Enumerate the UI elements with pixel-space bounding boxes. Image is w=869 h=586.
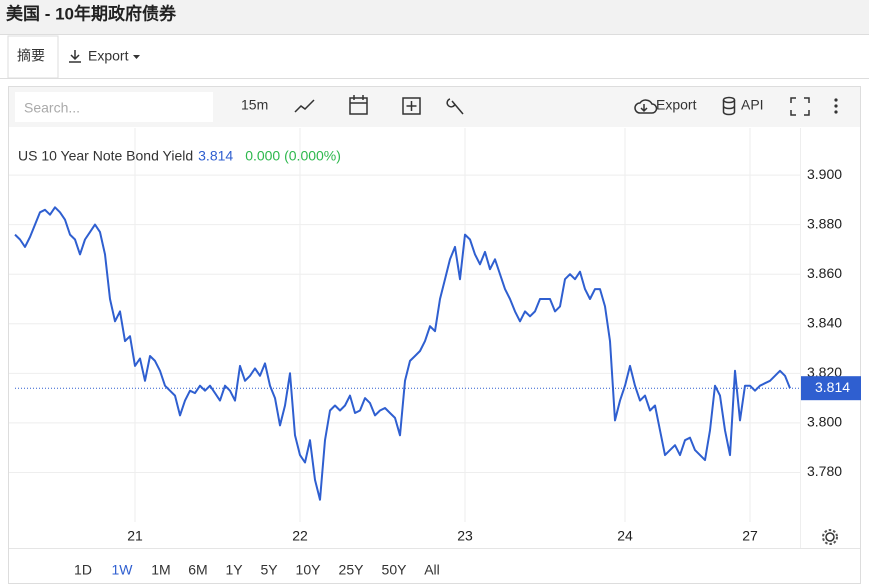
- x-tick-label: 21: [127, 528, 143, 544]
- calendar-icon[interactable]: [349, 97, 368, 115]
- interval[interactable]: 15m: [241, 97, 268, 113]
- line-icon[interactable]: [294, 99, 315, 113]
- search-placeholder[interactable]: Search...: [24, 100, 80, 116]
- legend-change: 0.000 (0.000%): [245, 148, 341, 164]
- api-icon-detail: [722, 100, 736, 116]
- search-box[interactable]: [15, 92, 213, 122]
- export-icon: [634, 99, 658, 114]
- add-icon[interactable]: [402, 97, 421, 115]
- range-button[interactable]: All: [424, 562, 440, 578]
- range-button[interactable]: 50Y: [382, 562, 408, 578]
- download-icon: [69, 50, 81, 63]
- page-title: 美国 - 10年期政府债券: [6, 3, 177, 23]
- tab-label[interactable]: 摘要: [17, 48, 45, 64]
- wrench-icon[interactable]: [446, 98, 464, 115]
- menu-dot[interactable]: [834, 104, 838, 108]
- caret: [133, 55, 140, 59]
- range-button[interactable]: 1D: [74, 562, 92, 578]
- x-tick-label: 24: [617, 528, 633, 544]
- y-tick-label: 3.860: [807, 265, 842, 281]
- legend-title: US 10 Year Note Bond Yield: [18, 148, 193, 164]
- tab-summary[interactable]: [7, 35, 59, 79]
- range-button[interactable]: 5Y: [260, 562, 278, 578]
- title-bar: [0, 0, 869, 34]
- x-tick-label: 27: [742, 528, 758, 544]
- chart-frame: [8, 86, 861, 584]
- add-icon-detail: [406, 101, 417, 111]
- settings-icon-teeth: [822, 529, 838, 545]
- export-button[interactable]: Export: [656, 97, 697, 113]
- last-price-label: 3.814: [815, 379, 850, 395]
- y-tick-label: 3.840: [807, 314, 842, 330]
- range-button[interactable]: 1M: [151, 562, 170, 578]
- settings-icon[interactable]: [825, 532, 835, 542]
- y-tick-label: 3.820: [807, 364, 842, 380]
- range-button[interactable]: 1W: [112, 562, 134, 578]
- x-tick-label: 23: [457, 528, 473, 544]
- menu-dot[interactable]: [834, 98, 838, 102]
- y-tick-label: 3.800: [807, 414, 842, 430]
- range-button[interactable]: 25Y: [339, 562, 365, 578]
- fullscreen-icon[interactable]: [790, 97, 810, 116]
- range-button[interactable]: 6M: [188, 562, 207, 578]
- last-price-badge: [801, 376, 861, 401]
- range-button[interactable]: 10Y: [296, 562, 322, 578]
- y-tick-label: 3.780: [807, 463, 842, 479]
- y-tick-label: 3.900: [807, 166, 842, 182]
- y-tick-label: 3.880: [807, 215, 842, 231]
- x-tick-label: 22: [292, 528, 308, 544]
- api-button[interactable]: API: [741, 97, 764, 113]
- calendar-icon-detail: [350, 95, 367, 104]
- legend-value: 3.814: [198, 148, 233, 164]
- tab-label[interactable]: Export: [88, 48, 129, 64]
- range-button[interactable]: 1Y: [225, 562, 243, 578]
- menu-dot[interactable]: [834, 110, 838, 114]
- price-line: [14, 206, 791, 501]
